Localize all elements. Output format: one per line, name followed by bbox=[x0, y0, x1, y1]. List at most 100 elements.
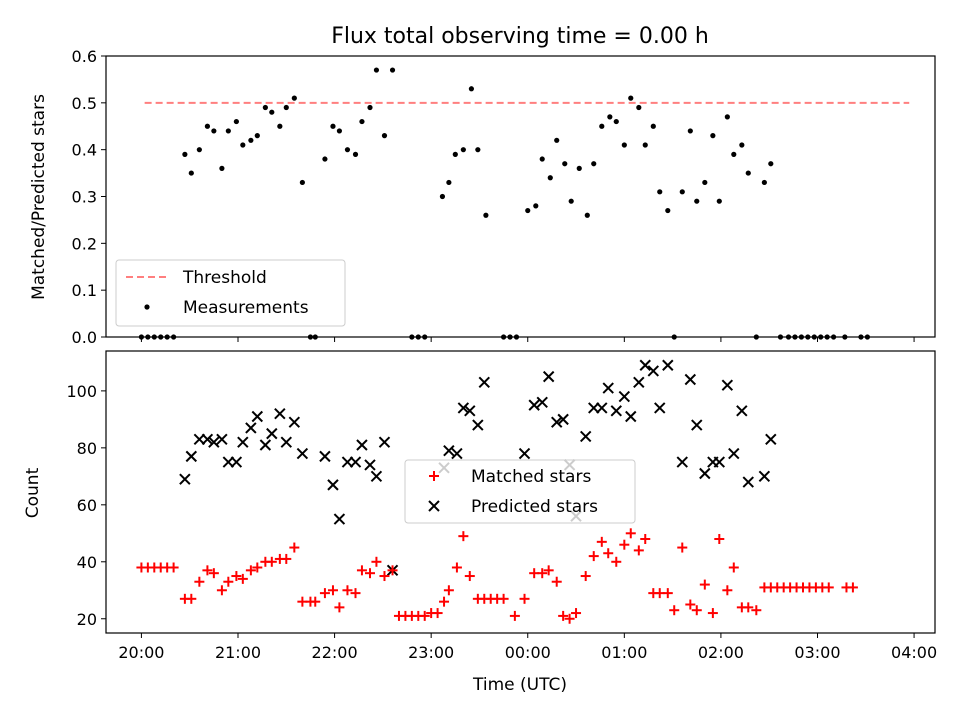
measurement-point bbox=[283, 104, 289, 111]
matched-star-marker bbox=[310, 596, 321, 607]
measurement-point bbox=[768, 161, 774, 167]
matched-star-marker bbox=[364, 568, 375, 579]
measurement-point bbox=[352, 151, 359, 157]
y-tick-label-bottom: 100 bbox=[66, 382, 97, 401]
matched-star-marker bbox=[847, 582, 858, 593]
predicted-star-marker bbox=[639, 359, 651, 371]
matched-star-marker bbox=[281, 553, 292, 564]
matched-star-marker bbox=[823, 582, 834, 593]
predicted-star-marker bbox=[216, 433, 228, 446]
measurement-point bbox=[336, 128, 343, 134]
legend-top-frame bbox=[115, 259, 346, 327]
predicted-star-marker bbox=[472, 419, 484, 431]
measurement-point bbox=[182, 151, 188, 157]
matched-star-marker bbox=[728, 562, 739, 573]
matched-star-marker bbox=[266, 556, 277, 567]
predicted-star-marker bbox=[296, 447, 309, 460]
matched-star-marker bbox=[186, 593, 197, 604]
matched-star-marker bbox=[580, 571, 591, 582]
measurement-point bbox=[745, 170, 751, 176]
x-tick-label: 03:00 bbox=[794, 643, 840, 662]
predicted-star-marker bbox=[179, 473, 191, 485]
matched-star-marker bbox=[564, 613, 575, 624]
matched-star-marker bbox=[319, 588, 330, 599]
y-axis-label-ratio: Matched/Predicted stars bbox=[29, 94, 49, 300]
measurement-point bbox=[665, 207, 671, 214]
predicted-star-marker bbox=[684, 373, 697, 386]
predicted-star-marker bbox=[245, 422, 257, 434]
predicted-star-marker bbox=[625, 410, 637, 423]
matched-star-marker bbox=[537, 568, 548, 579]
matched-star-marker bbox=[289, 542, 300, 553]
predicted-star-marker bbox=[259, 439, 272, 451]
measurement-point bbox=[475, 147, 481, 153]
x-tick-label: 02:00 bbox=[698, 643, 744, 662]
measurement-point bbox=[219, 165, 225, 171]
measurement-point bbox=[679, 189, 685, 195]
measurement-point bbox=[269, 109, 275, 115]
predicted-star-marker bbox=[208, 436, 220, 448]
legend-measurements-label: Measurements bbox=[183, 298, 309, 318]
measurement-point bbox=[657, 189, 663, 195]
measurement-point bbox=[211, 128, 217, 134]
matched-star-marker bbox=[202, 565, 213, 576]
measurement-point bbox=[607, 114, 613, 120]
bottom-axes-frame bbox=[105, 350, 936, 634]
measurement-point bbox=[452, 151, 458, 157]
predicted-star-marker bbox=[713, 456, 726, 468]
predicted-star-marker bbox=[654, 402, 666, 414]
top-plot-area bbox=[138, 67, 910, 340]
matched-star-marker bbox=[350, 588, 361, 599]
predicted-star-marker bbox=[230, 456, 243, 468]
measurement-point bbox=[483, 212, 489, 218]
y-tick-label-bottom: 60 bbox=[77, 496, 97, 515]
x-axis-label-time: Time (UTC) bbox=[472, 675, 567, 695]
matched-star-marker bbox=[342, 585, 353, 596]
predicted-star-marker bbox=[579, 430, 592, 443]
matched-star-marker bbox=[356, 565, 367, 576]
matched-star-marker bbox=[419, 610, 430, 621]
predicted-star-marker bbox=[699, 467, 711, 480]
measurement-point bbox=[240, 142, 246, 148]
y-tick-label-top: 0.4 bbox=[72, 141, 97, 160]
legend-measurements-swatch bbox=[144, 304, 150, 310]
y-tick-label-top: 0.2 bbox=[72, 234, 97, 253]
measurement-point bbox=[591, 161, 597, 167]
predicted-star-marker bbox=[443, 444, 455, 457]
measurement-point bbox=[322, 156, 328, 162]
measurement-point bbox=[731, 151, 737, 157]
measurement-point bbox=[613, 118, 619, 125]
matched-star-marker bbox=[245, 565, 256, 576]
legend-bottom-frame bbox=[404, 459, 636, 524]
measurement-point bbox=[188, 170, 194, 176]
chart-title: Flux total observing time = 0.00 h bbox=[331, 24, 709, 49]
measurement-point bbox=[628, 95, 634, 101]
matched-star-marker bbox=[619, 539, 630, 550]
predicted-star-marker bbox=[327, 479, 339, 491]
matched-star-marker bbox=[168, 562, 179, 573]
predicted-star-marker bbox=[736, 405, 748, 417]
predicted-star-marker bbox=[288, 416, 301, 428]
matched-star-marker bbox=[443, 585, 454, 596]
predicted-star-marker bbox=[251, 410, 264, 423]
predicted-star-marker bbox=[518, 447, 531, 460]
predicted-star-marker bbox=[542, 370, 555, 383]
matched-star-marker bbox=[371, 556, 382, 567]
measurement-point bbox=[724, 114, 730, 120]
measurement-point bbox=[584, 212, 590, 218]
matched-star-marker bbox=[707, 608, 718, 619]
measurement-point bbox=[525, 207, 531, 214]
predicted-star-marker bbox=[349, 456, 362, 468]
y-tick-label-bottom: 20 bbox=[77, 610, 97, 629]
predicted-star-marker bbox=[647, 365, 660, 377]
measurement-point bbox=[547, 175, 553, 181]
measurement-point bbox=[233, 118, 239, 125]
measurement-point bbox=[642, 142, 648, 148]
measurement-point bbox=[196, 147, 202, 153]
predicted-star-marker bbox=[457, 402, 470, 414]
legend-bottom: Matched stars Predicted stars bbox=[404, 459, 636, 524]
predicted-star-marker bbox=[451, 447, 463, 460]
matched-star-marker bbox=[223, 576, 234, 587]
predicted-star-marker bbox=[364, 459, 376, 471]
